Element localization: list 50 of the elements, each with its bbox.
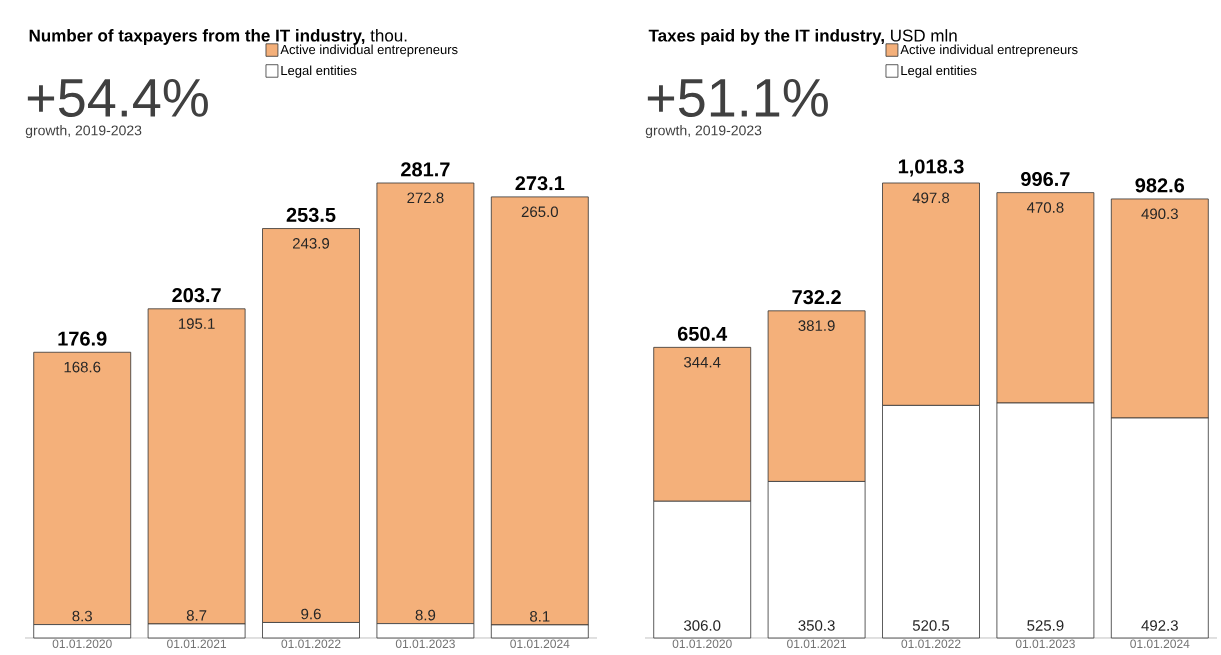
data-label: 525.9 (1027, 620, 1064, 631)
data-label: 350.3 (798, 620, 835, 631)
x-tick-label: 01.01.2022 (901, 639, 961, 649)
data-label: 492.3 (1141, 620, 1178, 631)
x-tick-label: 01.01.2024 (510, 639, 570, 649)
total-label: 650.4 (677, 326, 728, 341)
data-label: 497.8 (912, 192, 950, 204)
total-label: 176.9 (58, 331, 107, 346)
total-label: 732.2 (792, 290, 841, 305)
legend-label: Active individual entrepreneurs (280, 44, 458, 57)
data-label: 168.6 (64, 361, 101, 373)
data-label: 520.5 (912, 620, 950, 631)
data-label: 381.9 (798, 320, 835, 331)
x-tick-label: 01.01.2022 (281, 639, 341, 649)
legend-label: Legal entities (901, 65, 977, 78)
data-label: 8.1 (530, 611, 550, 622)
x-tick-label: 01.01.2023 (1015, 639, 1075, 649)
text: +51.1% (647, 78, 828, 117)
text: growth, 2019-2023 (25, 125, 142, 139)
data-label: 9.6 (301, 608, 321, 620)
data-label: 8.3 (72, 610, 92, 622)
data-label: 265.0 (521, 206, 558, 218)
total-label: 1,018.3 (898, 159, 964, 177)
data-label: 195.1 (178, 318, 215, 329)
legend-label: Legal entities (281, 65, 357, 78)
total-label: 253.5 (286, 207, 336, 222)
total-label: 996.7 (1021, 171, 1070, 187)
x-tick-label: 01.01.2021 (167, 639, 227, 649)
x-tick-label: 01.01.2023 (395, 639, 455, 649)
total-label: 281.7 (401, 162, 450, 177)
chart-title: Taxes paid by the IT industry, USD mln (648, 29, 957, 45)
data-label: 306.0 (684, 620, 721, 631)
data-label: 243.9 (292, 238, 330, 249)
x-tick-label: 01.01.2024 (1130, 639, 1190, 649)
data-label: 8.9 (415, 609, 436, 621)
x-tick-label: 01.01.2021 (787, 639, 847, 649)
text: +54.4% (27, 78, 208, 117)
data-label: 490.3 (1141, 208, 1178, 220)
x-tick-label: 01.01.2020 (672, 639, 732, 649)
text: growth, 2019-2023 (645, 125, 762, 139)
data-label: 470.8 (1026, 202, 1064, 213)
total-label: 203.7 (172, 288, 221, 303)
x-tick-label: 01.01.2020 (52, 639, 112, 649)
total-label: 273.1 (515, 176, 565, 191)
legend-label: Active individual entrepreneurs (900, 44, 1078, 57)
data-label: 8.7 (186, 610, 207, 621)
data-label: 344.4 (684, 356, 721, 368)
total-label: 982.6 (1135, 178, 1185, 193)
data-label: 272.8 (407, 192, 444, 204)
chart-title: Number of taxpayers from the IT industry, thou. (29, 29, 407, 45)
